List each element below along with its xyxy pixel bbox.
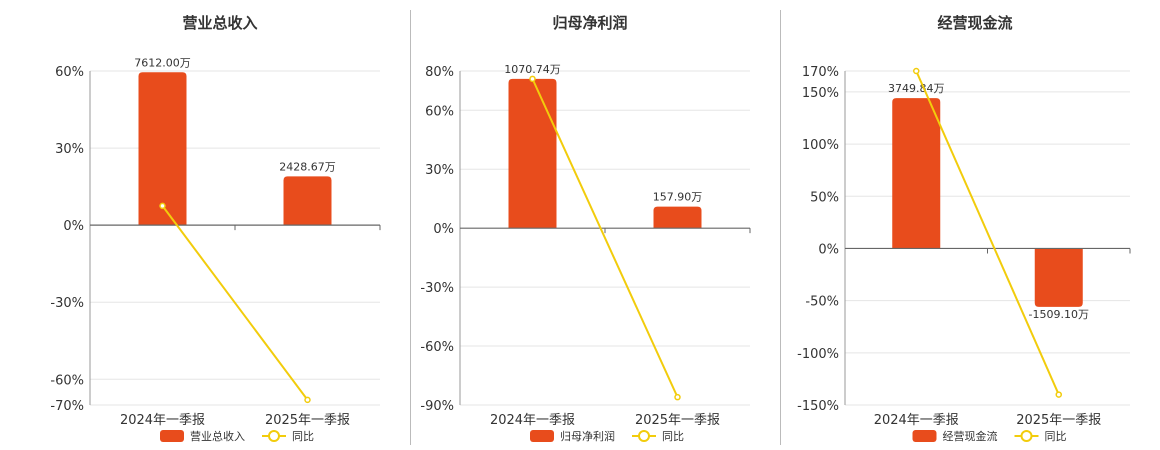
legend-swatch-bar xyxy=(912,430,937,442)
y-tick-label: -100% xyxy=(797,347,839,362)
chart-title: 营业总收入 xyxy=(182,14,257,32)
x-category-label: 2024年一季报 xyxy=(120,413,205,428)
x-category-label: 2024年一季报 xyxy=(490,413,575,428)
y-tick-label: 0% xyxy=(63,219,84,234)
chart-panel-net-profit: 归母净利润 80% 60% 30% 0% -30% -60% -90% 1070.74万 157.… xyxy=(405,0,775,450)
y-tick-label: -60% xyxy=(420,340,454,355)
legend-label: 同比 xyxy=(662,430,684,443)
x-category-label: 2025年一季报 xyxy=(265,413,350,428)
yoy-line xyxy=(531,78,679,398)
yoy-point xyxy=(913,67,920,75)
y-tick-label: 60% xyxy=(55,65,84,80)
y-tick-label: 50% xyxy=(810,190,839,205)
legend-label: 同比 xyxy=(1045,430,1067,443)
legend-swatch-bar xyxy=(530,430,554,442)
y-tick-label: -50% xyxy=(805,295,839,310)
bar-data-label: -1509.10万 xyxy=(1029,308,1089,321)
y-tick-label: 0% xyxy=(433,222,454,237)
legend-label: 归母净利润 xyxy=(560,429,615,443)
y-tick-label: -90% xyxy=(420,399,454,414)
chart-svg: 归母净利润 80% 60% 30% 0% -30% -60% -90% 1070.74万 157.… xyxy=(420,14,751,443)
yoy-line xyxy=(161,205,309,401)
y-tick-label: 150% xyxy=(802,86,839,101)
chart-svg: 营业总收入 60% 30% 0% -30% -60% -70% 7612.00万 2428.67… xyxy=(50,14,381,443)
chart-svg: 经营现金流 170% 150% 100% 50% 0% -50% -100% -150% 3749… xyxy=(797,14,1131,443)
y-tick-label: -60% xyxy=(50,373,84,388)
yoy-point xyxy=(1055,391,1062,398)
bar xyxy=(653,206,702,229)
yoy-point xyxy=(159,202,166,210)
chart-title: 归母净利润 xyxy=(552,14,627,32)
y-tick-label: 30% xyxy=(425,163,454,178)
x-category-label: 2024年一季报 xyxy=(874,413,959,428)
legend-swatch-marker xyxy=(268,430,280,442)
y-tick-label: -70% xyxy=(50,399,84,414)
legend-label: 营业总收入 xyxy=(190,429,245,443)
chart-title: 经营现金流 xyxy=(937,14,1012,32)
yoy-line xyxy=(915,70,1060,395)
legend-swatch-bar xyxy=(160,430,184,442)
chart-panel-revenue: 营业总收入 60% 30% 0% -30% -60% -70% 7612.00万 2428.67… xyxy=(35,0,405,450)
bar xyxy=(892,98,941,249)
bar-data-label: 2428.67万 xyxy=(279,160,336,173)
legend-swatch-marker xyxy=(1020,430,1033,442)
bar xyxy=(283,176,332,226)
y-tick-label: 60% xyxy=(425,104,454,119)
y-tick-label: 30% xyxy=(55,142,84,157)
y-tick-label: -30% xyxy=(50,296,84,311)
bar xyxy=(508,78,557,229)
chart-panel-cash-flow: 经营现金流 170% 150% 100% 50% 0% -50% -100% -150% 3749… xyxy=(790,0,1160,450)
yoy-point xyxy=(674,393,681,401)
y-tick-label: -30% xyxy=(420,281,454,296)
y-tick-label: 170% xyxy=(802,65,839,80)
yoy-point xyxy=(529,75,536,83)
bar-data-label: 1070.74万 xyxy=(504,63,561,76)
bar xyxy=(1034,248,1083,307)
y-tick-label: 100% xyxy=(802,138,839,153)
y-tick-label: 0% xyxy=(818,242,839,257)
bar-data-label: 157.90万 xyxy=(653,191,703,204)
x-category-label: 2025年一季报 xyxy=(1016,413,1101,428)
legend-label: 经营现金流 xyxy=(943,429,998,443)
y-tick-label: -150% xyxy=(797,399,839,414)
legend-label: 同比 xyxy=(292,430,314,443)
legend-swatch-marker xyxy=(638,430,650,442)
y-tick-label: 80% xyxy=(425,65,454,80)
x-category-label: 2025年一季报 xyxy=(635,413,720,428)
bar-data-label: 7612.00万 xyxy=(134,56,191,69)
yoy-point xyxy=(304,396,311,404)
bar-data-label: 3749.84万 xyxy=(888,82,945,95)
divider xyxy=(410,10,411,445)
bar xyxy=(138,72,187,226)
divider xyxy=(780,10,781,445)
